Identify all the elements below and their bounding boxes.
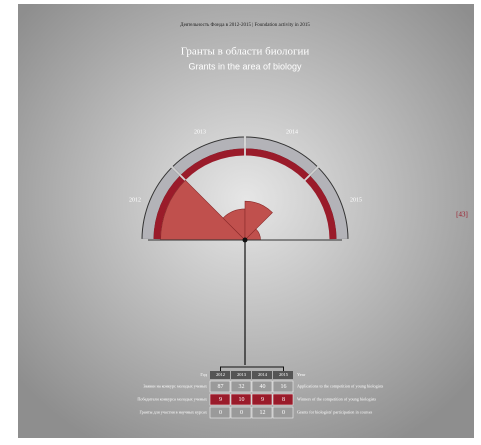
cell-value: 10	[239, 397, 245, 403]
cell-value: 32	[239, 384, 245, 390]
cell	[251, 380, 273, 393]
cell-value: 87	[218, 384, 224, 390]
year-label: 2013	[194, 129, 206, 135]
year-label: 2012	[129, 197, 141, 203]
header-year: 2012	[216, 372, 225, 377]
year-label: 2015	[350, 197, 362, 203]
cell	[230, 393, 252, 406]
cell-value: 0	[240, 410, 243, 416]
cell-value: 12	[260, 410, 266, 416]
cell	[230, 380, 252, 393]
header-cell	[273, 371, 293, 379]
header-year: 2014	[258, 372, 268, 377]
cell	[209, 393, 231, 406]
outer-band	[245, 137, 317, 175]
cell	[209, 406, 231, 419]
table: Год Year 2012 2013 2014 2015 Заявки на конкурс…	[137, 366, 384, 419]
inner-band	[153, 175, 185, 240]
cell	[209, 380, 231, 393]
inner-band	[245, 148, 310, 180]
cell	[272, 380, 294, 393]
cell	[272, 393, 294, 406]
cell-value: 0	[282, 410, 285, 416]
rose-chart: 2012 2013 2014 2015	[129, 129, 362, 365]
row-label-en: Winners of the competition of young biol…	[297, 396, 377, 401]
header-cell	[210, 371, 230, 379]
cell-value: 8	[282, 397, 285, 403]
page-number: [43]	[456, 211, 468, 219]
wedge	[160, 179, 246, 241]
row-label-en: Grants for biologists' participation in …	[297, 409, 373, 414]
cell	[230, 406, 252, 419]
title: Гранты в области биологии	[181, 46, 310, 58]
inner-band	[180, 148, 245, 180]
cell	[272, 406, 294, 419]
header-cell	[231, 371, 251, 379]
row-label: Заявки на конкурс молодых ученых	[143, 383, 208, 388]
cell-value: 40	[260, 384, 266, 390]
row-label: Победители конкурса молодых ученых	[137, 396, 208, 401]
cell	[251, 393, 273, 406]
outer-band	[142, 168, 180, 240]
cell-value: 0	[219, 410, 222, 416]
outer-band	[173, 137, 245, 175]
header-right: Year	[297, 372, 306, 377]
header: Деятельность Фонда в 2012-2015 | Foundat…	[180, 23, 310, 28]
wedge	[244, 200, 273, 241]
cell-value: 16	[281, 384, 287, 390]
year-label: 2014	[286, 129, 298, 135]
hub	[242, 237, 248, 243]
bracket	[220, 366, 284, 371]
inner-band	[305, 175, 337, 240]
header-cell	[252, 371, 272, 379]
cell-value: 9	[219, 397, 222, 403]
outer-band	[310, 168, 348, 240]
row-label-en: Applications to the competition of young…	[297, 383, 384, 388]
cell	[251, 406, 273, 419]
row-label: Гранты для участия в научных курсах	[139, 409, 207, 414]
header-left: Год	[200, 372, 207, 377]
subtitle: Grants in the area of biology	[188, 61, 302, 71]
header-year: 2015	[279, 372, 289, 377]
header-year: 2013	[237, 372, 247, 377]
cell-value: 9	[261, 397, 264, 403]
